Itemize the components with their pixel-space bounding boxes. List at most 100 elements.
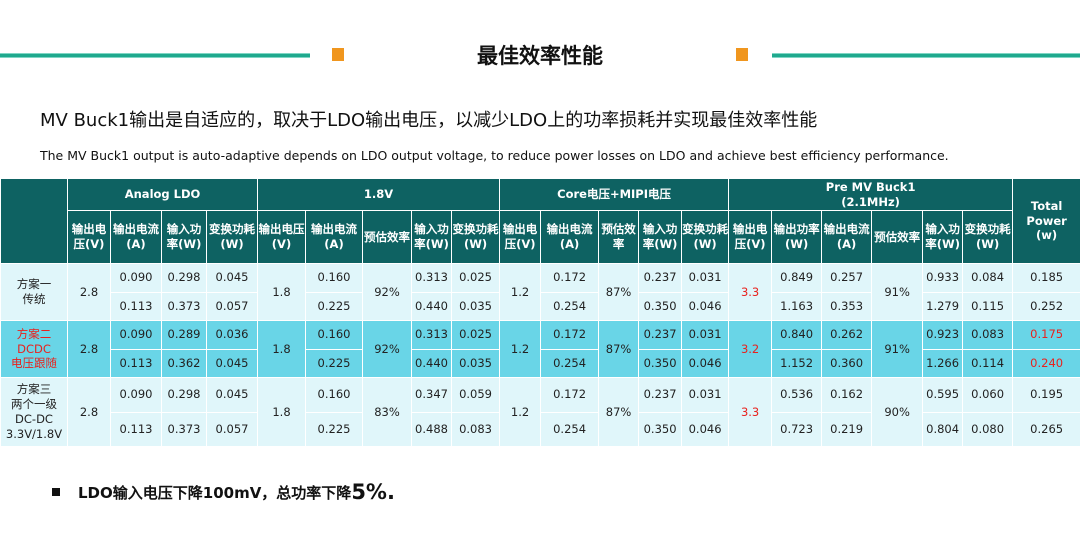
v18-loss: 0.025 bbox=[451, 320, 501, 350]
core-loss: 0.046 bbox=[681, 411, 730, 447]
pre-loss: 0.080 bbox=[962, 411, 1014, 447]
column-header: 输出电压(V) bbox=[257, 210, 307, 264]
v18-iout: 0.225 bbox=[305, 348, 364, 378]
ldo-iout: 0.090 bbox=[110, 263, 162, 293]
core-iout: 0.172 bbox=[540, 320, 600, 350]
core-iout: 0.254 bbox=[540, 348, 600, 378]
pre-pout: 0.840 bbox=[771, 320, 823, 350]
ldo-pin: 0.298 bbox=[161, 377, 207, 413]
title-marker-right bbox=[736, 48, 748, 61]
column-header: 输入功率(W) bbox=[922, 210, 964, 264]
v18-vout: 1.8 bbox=[257, 263, 307, 321]
v18-iout: 0.225 bbox=[305, 291, 364, 321]
pre-pout: 0.723 bbox=[771, 411, 823, 447]
core-pin: 0.237 bbox=[638, 320, 683, 350]
core-pin: 0.350 bbox=[638, 348, 683, 378]
v18-pin: 0.347 bbox=[411, 377, 453, 413]
pre-pin: 0.933 bbox=[922, 263, 964, 293]
v18-iout: 0.160 bbox=[305, 377, 364, 413]
ldo-pin: 0.289 bbox=[161, 320, 207, 350]
v18-vout: 1.8 bbox=[257, 377, 307, 447]
core-pin: 0.350 bbox=[638, 291, 683, 321]
column-header: 预估效率 bbox=[362, 210, 413, 264]
total-power: 0.195 bbox=[1012, 377, 1080, 413]
total-power: 0.252 bbox=[1012, 291, 1080, 321]
v18-iout: 0.225 bbox=[305, 411, 364, 447]
ldo-pin: 0.373 bbox=[161, 291, 207, 321]
pre-pout: 0.536 bbox=[771, 377, 823, 413]
ldo-pin: 0.373 bbox=[161, 411, 207, 447]
v18-loss: 0.083 bbox=[451, 411, 501, 447]
column-header: 输入功率(W) bbox=[161, 210, 207, 264]
v18-iout: 0.160 bbox=[305, 263, 364, 293]
note-text: LDO输入电压下降100mV，总功率下降 bbox=[78, 483, 352, 502]
v18-loss: 0.035 bbox=[451, 291, 501, 321]
v18-eff: 83% bbox=[362, 377, 413, 447]
core-vout: 1.2 bbox=[499, 320, 542, 378]
title-rule-left bbox=[0, 53, 310, 58]
v18-loss: 0.025 bbox=[451, 263, 501, 293]
efficiency-table: Analog LDO 1.8V Core电压+MIPI电压 Pre MV Buck1 … bbox=[0, 178, 1080, 447]
table-row: 方案三 两个一级 DC-DC 3.3V/1.8V 2.8 0.090 0.298 0.0… bbox=[0, 377, 1080, 447]
pre-loss: 0.060 bbox=[962, 377, 1014, 413]
core-pin: 0.237 bbox=[638, 377, 683, 413]
pre-iout: 0.257 bbox=[821, 263, 873, 293]
pre-pout: 0.849 bbox=[771, 263, 823, 293]
column-header: 输出功率(W) bbox=[771, 210, 823, 264]
ldo-loss: 0.045 bbox=[205, 263, 259, 293]
v18-pin: 0.488 bbox=[411, 411, 453, 447]
scheme-label: 方案一 传统 bbox=[0, 263, 68, 321]
table-row: 方案一 传统 2.8 0.090 0.298 0.045 1.8 0.160 92% 0.313… bbox=[0, 263, 1080, 321]
column-header: 变换功耗(W) bbox=[451, 210, 501, 264]
pre-pin: 0.923 bbox=[922, 320, 964, 350]
core-iout: 0.172 bbox=[540, 263, 600, 293]
ldo-iout: 0.090 bbox=[110, 320, 162, 350]
scheme-label: 方案二 DCDC 电压跟随 bbox=[0, 320, 68, 378]
ldo-loss: 0.036 bbox=[205, 320, 259, 350]
pre-vout: 3.3 bbox=[728, 263, 773, 321]
ldo-loss: 0.045 bbox=[205, 377, 259, 413]
group-header-total: Total Power (w) bbox=[1012, 178, 1080, 264]
pre-pin: 0.804 bbox=[922, 411, 964, 447]
pre-pin: 1.266 bbox=[922, 348, 964, 378]
v18-pin: 0.313 bbox=[411, 263, 453, 293]
title-rule-right bbox=[772, 53, 1080, 58]
column-header: 输出电流(A) bbox=[110, 210, 162, 264]
core-loss: 0.031 bbox=[681, 263, 730, 293]
core-iout: 0.254 bbox=[540, 291, 600, 321]
core-loss: 0.031 bbox=[681, 320, 730, 350]
pre-loss: 0.084 bbox=[962, 263, 1014, 293]
ldo-loss: 0.045 bbox=[205, 348, 259, 378]
column-header: 预估效率 bbox=[598, 210, 640, 264]
v18-eff: 92% bbox=[362, 263, 413, 321]
pre-eff: 91% bbox=[871, 320, 924, 378]
column-header: 输出电压(V) bbox=[67, 210, 111, 264]
ldo-pin: 0.298 bbox=[161, 263, 207, 293]
ldo-pin: 0.362 bbox=[161, 348, 207, 378]
pre-pout: 1.163 bbox=[771, 291, 823, 321]
column-header: 预估效率 bbox=[871, 210, 924, 264]
column-header: 输出电压(V) bbox=[728, 210, 773, 264]
pre-eff: 90% bbox=[871, 377, 924, 447]
pre-vout: 3.2 bbox=[728, 320, 773, 378]
core-eff: 87% bbox=[598, 377, 640, 447]
header-row-columns: 输出电压(V) 输出电流(A) 输入功率(W) 变换功耗(W) 输出电压(V) 输出电流(… bbox=[1, 210, 1080, 264]
v18-iout: 0.160 bbox=[305, 320, 364, 350]
v18-pin: 0.313 bbox=[411, 320, 453, 350]
core-iout: 0.254 bbox=[540, 411, 600, 447]
v18-loss: 0.059 bbox=[451, 377, 501, 413]
column-header: 输出电流(A) bbox=[821, 210, 873, 264]
ldo-iout: 0.113 bbox=[110, 411, 162, 447]
pre-pout: 1.152 bbox=[771, 348, 823, 378]
total-power: 0.185 bbox=[1012, 263, 1080, 293]
table-row: 0.113 0.373 0.057 0.225 0.440 0.035 0.254 0.350… bbox=[1, 291, 1080, 321]
column-header: 变换功耗(W) bbox=[205, 210, 259, 264]
core-iout: 0.172 bbox=[540, 377, 600, 413]
core-loss: 0.046 bbox=[681, 291, 730, 321]
v18-loss: 0.035 bbox=[451, 348, 501, 378]
table-row: 0.113 0.373 0.057 0.225 0.488 0.083 0.254 0.350… bbox=[1, 411, 1080, 447]
pre-loss: 0.083 bbox=[962, 320, 1014, 350]
column-header: 输出电压(V) bbox=[499, 210, 542, 264]
column-header: 变换功耗(W) bbox=[962, 210, 1014, 264]
scheme-label: 方案三 两个一级 DC-DC 3.3V/1.8V bbox=[0, 377, 68, 447]
